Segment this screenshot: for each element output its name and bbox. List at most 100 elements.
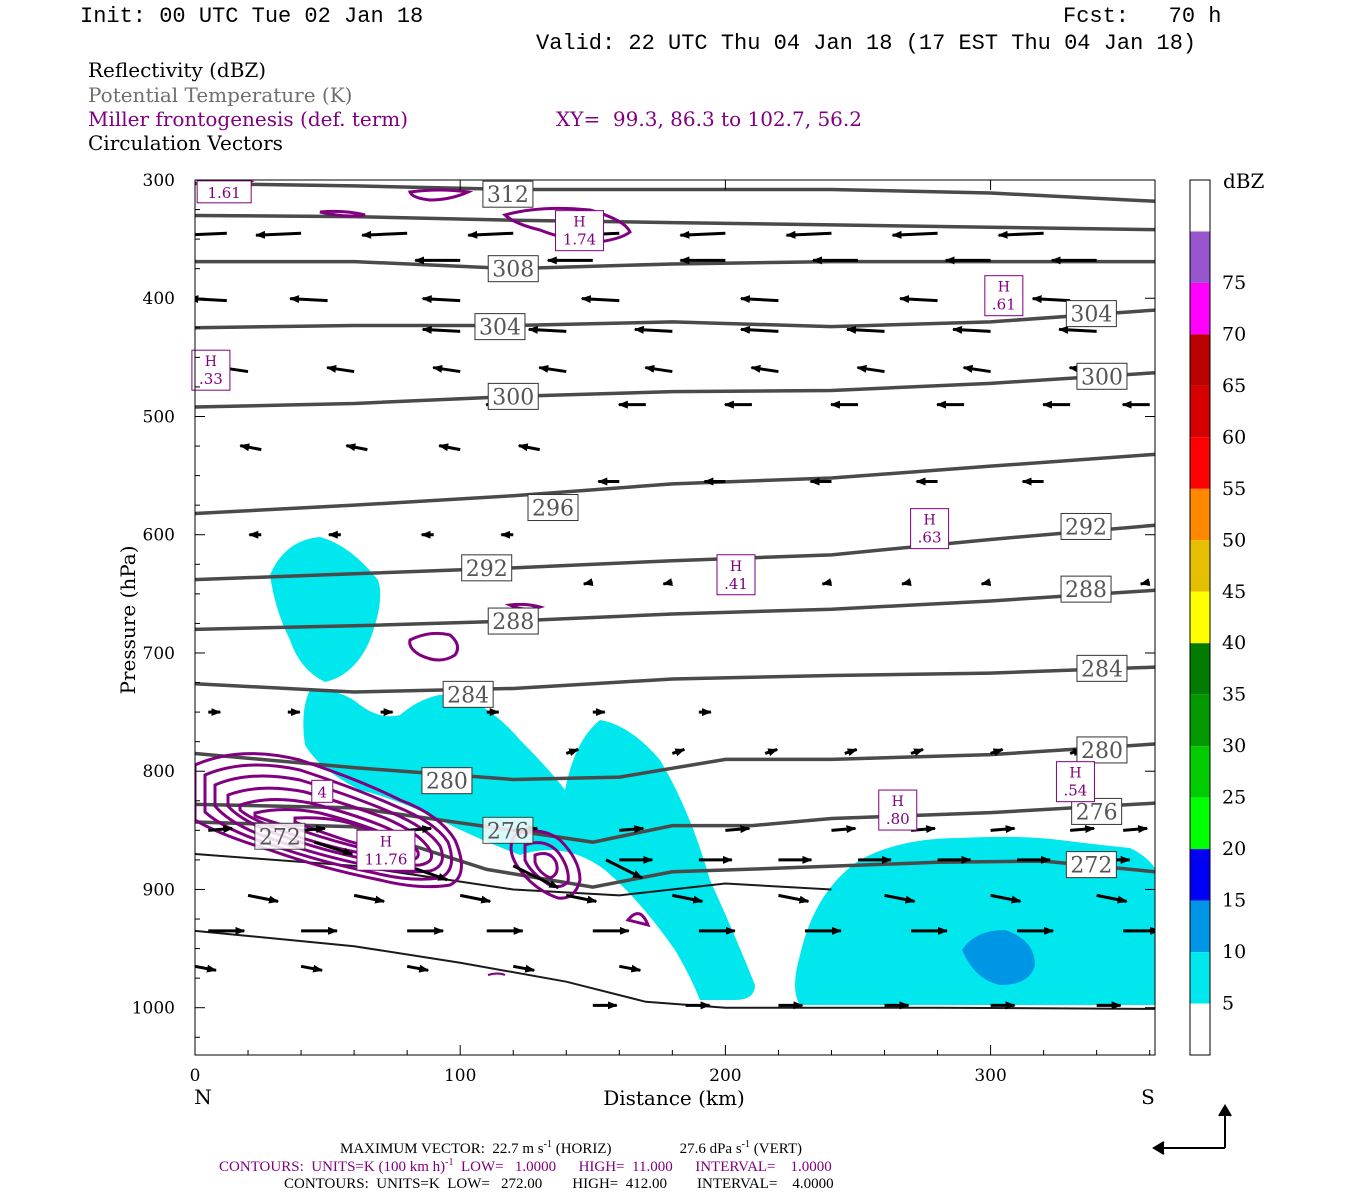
- circulation-vector: [891, 230, 938, 239]
- fronto-max-H: H: [892, 794, 904, 810]
- y-tick-label: 700: [143, 644, 175, 664]
- reflectivity-5dbz-upper: [270, 537, 381, 682]
- circulation-vector: [605, 858, 643, 880]
- fronto-max-H: H: [923, 513, 935, 529]
- theta-label-box: [1076, 362, 1128, 390]
- fronto-contour-range: LOW= 1.0000 HIGH= 11.000 INTERVAL= 1.000…: [453, 1159, 832, 1175]
- reflectivity-10dbz-core: [962, 930, 1035, 985]
- theta-label-box: [461, 554, 513, 582]
- circulation-vector: [725, 825, 751, 834]
- colorbar-level-label: 30: [1222, 735, 1246, 757]
- circulation-vector: [831, 825, 857, 834]
- theta-label: 288: [492, 610, 534, 635]
- theta-label-box: [442, 680, 494, 708]
- theta-label-box: [1071, 797, 1123, 825]
- circulation-vector: [1096, 893, 1128, 904]
- legend-frontogenesis: Miller frontogenesis (def. term): [88, 107, 409, 131]
- theta-label: 296: [532, 497, 574, 522]
- circulation-vector: [990, 893, 1022, 904]
- theta-label-box: [487, 382, 539, 410]
- fronto-max-H: H: [380, 834, 392, 850]
- fronto-max-box: [555, 210, 605, 252]
- theta-contour: [195, 742, 1155, 782]
- colorbar-level-label: 10: [1222, 941, 1246, 963]
- theta-label: 272: [259, 825, 301, 850]
- circulation-vector: [662, 578, 674, 586]
- colorbar-level-label: 25: [1222, 787, 1246, 809]
- theta-label: 300: [1081, 365, 1123, 390]
- colorbar-level-label: 50: [1222, 529, 1246, 551]
- theta-label-box: [1076, 654, 1128, 682]
- theta-contour: [195, 523, 1155, 582]
- fronto-contour: [487, 972, 506, 976]
- colorbar-swatch: [1190, 643, 1210, 695]
- fronto-max-value: .63: [918, 529, 942, 547]
- circulation-vector: [289, 295, 328, 304]
- theta-contour: [195, 370, 1155, 409]
- footer-theta-contours: CONTOURS: UNITS=K LOW= 272.00 HIGH= 412.…: [284, 1176, 834, 1192]
- legend-potential-temperature: Potential Temperature (K): [88, 83, 353, 107]
- circulation-vector: [565, 893, 598, 904]
- colorbar-swatch: [1190, 180, 1210, 232]
- fronto-max-H: H: [205, 354, 217, 370]
- circulation-vector: [361, 230, 408, 239]
- circulation-vector: [467, 230, 514, 239]
- y-tick-label: 1000: [132, 999, 175, 1019]
- theta-labels: 312 308 304 304 300 300 296 292 292 288 288 284 284 2…: [254, 180, 1128, 879]
- colorbar-swatch: [1190, 282, 1210, 335]
- plot-frame: [194, 179, 1156, 1056]
- fronto-max-value: 1.74: [563, 231, 596, 249]
- fronto-max-box: [716, 554, 756, 596]
- fronto-contour-units: CONTOURS: UNITS=K (100 km h): [219, 1159, 446, 1175]
- circulation-vector: [821, 578, 833, 586]
- footer-max-vector: MAXIMUM VECTOR: 22.7 m s-1 (HORIZ) 27.6 d…: [340, 1140, 802, 1157]
- colorbar-swatch: [1190, 1003, 1210, 1055]
- colorbar-title: dBZ: [1223, 169, 1265, 193]
- max-vector-horiz-unit: (HORIZ): [551, 1141, 612, 1157]
- fronto-max-H: H: [998, 280, 1010, 296]
- theta-label-box: [1076, 736, 1128, 764]
- circulation-vector: [517, 443, 541, 452]
- circulation-vector: [980, 578, 992, 586]
- fronto-label: 4: [318, 783, 328, 801]
- theta-contour: [195, 588, 1155, 632]
- x-axis-label: Distance (km): [603, 1086, 745, 1110]
- circulation-vector: [899, 295, 938, 304]
- circulation-vector: [764, 748, 779, 757]
- y-tick-label: 900: [143, 880, 175, 900]
- theta-label-box: [1060, 575, 1112, 603]
- max-vector-horiz-exp: -1: [543, 1139, 552, 1150]
- max-vector-horiz: MAXIMUM VECTOR: 22.7 m s: [340, 1141, 544, 1157]
- fronto-max-box: [356, 829, 416, 871]
- circulation-vector: [619, 964, 642, 973]
- colorbar-swatch: [1190, 900, 1210, 953]
- max-vector-vert-exp: -1: [741, 1139, 750, 1150]
- circulation-vector: [421, 325, 461, 334]
- circulation-vector: [512, 864, 560, 890]
- circulation-vector: [844, 748, 858, 757]
- circulation-vector: [1123, 825, 1149, 834]
- colorbar-swatch: [1190, 231, 1210, 283]
- y-tick-label: 300: [143, 171, 175, 191]
- circulation-vector: [910, 748, 924, 757]
- fronto-max-H: H: [1069, 766, 1081, 782]
- colorbar-swatch: [1190, 746, 1210, 798]
- colorbar-level-label: 35: [1222, 684, 1246, 706]
- circulation-vector: [990, 748, 1004, 757]
- theta-contour: [195, 181, 1155, 204]
- fronto-max-value: .54: [1064, 782, 1088, 800]
- x-axis-end-label: S: [1141, 1085, 1155, 1109]
- fronto-contour: [319, 209, 366, 218]
- x-tick-label: 100: [444, 1066, 476, 1086]
- circulation-vector: [671, 748, 686, 757]
- theta-label: 272: [1070, 854, 1112, 879]
- theta-label-box: [1060, 512, 1112, 540]
- fronto-contour: [501, 206, 632, 245]
- colorbar-swatch: [1190, 488, 1210, 541]
- circulation-vector: [345, 443, 368, 452]
- circulation-vector: [884, 893, 916, 904]
- circulation-vector: [512, 964, 536, 973]
- y-tick-label: 800: [143, 762, 175, 782]
- fronto-max-box: [1055, 761, 1095, 803]
- theta-contour: [195, 308, 1155, 330]
